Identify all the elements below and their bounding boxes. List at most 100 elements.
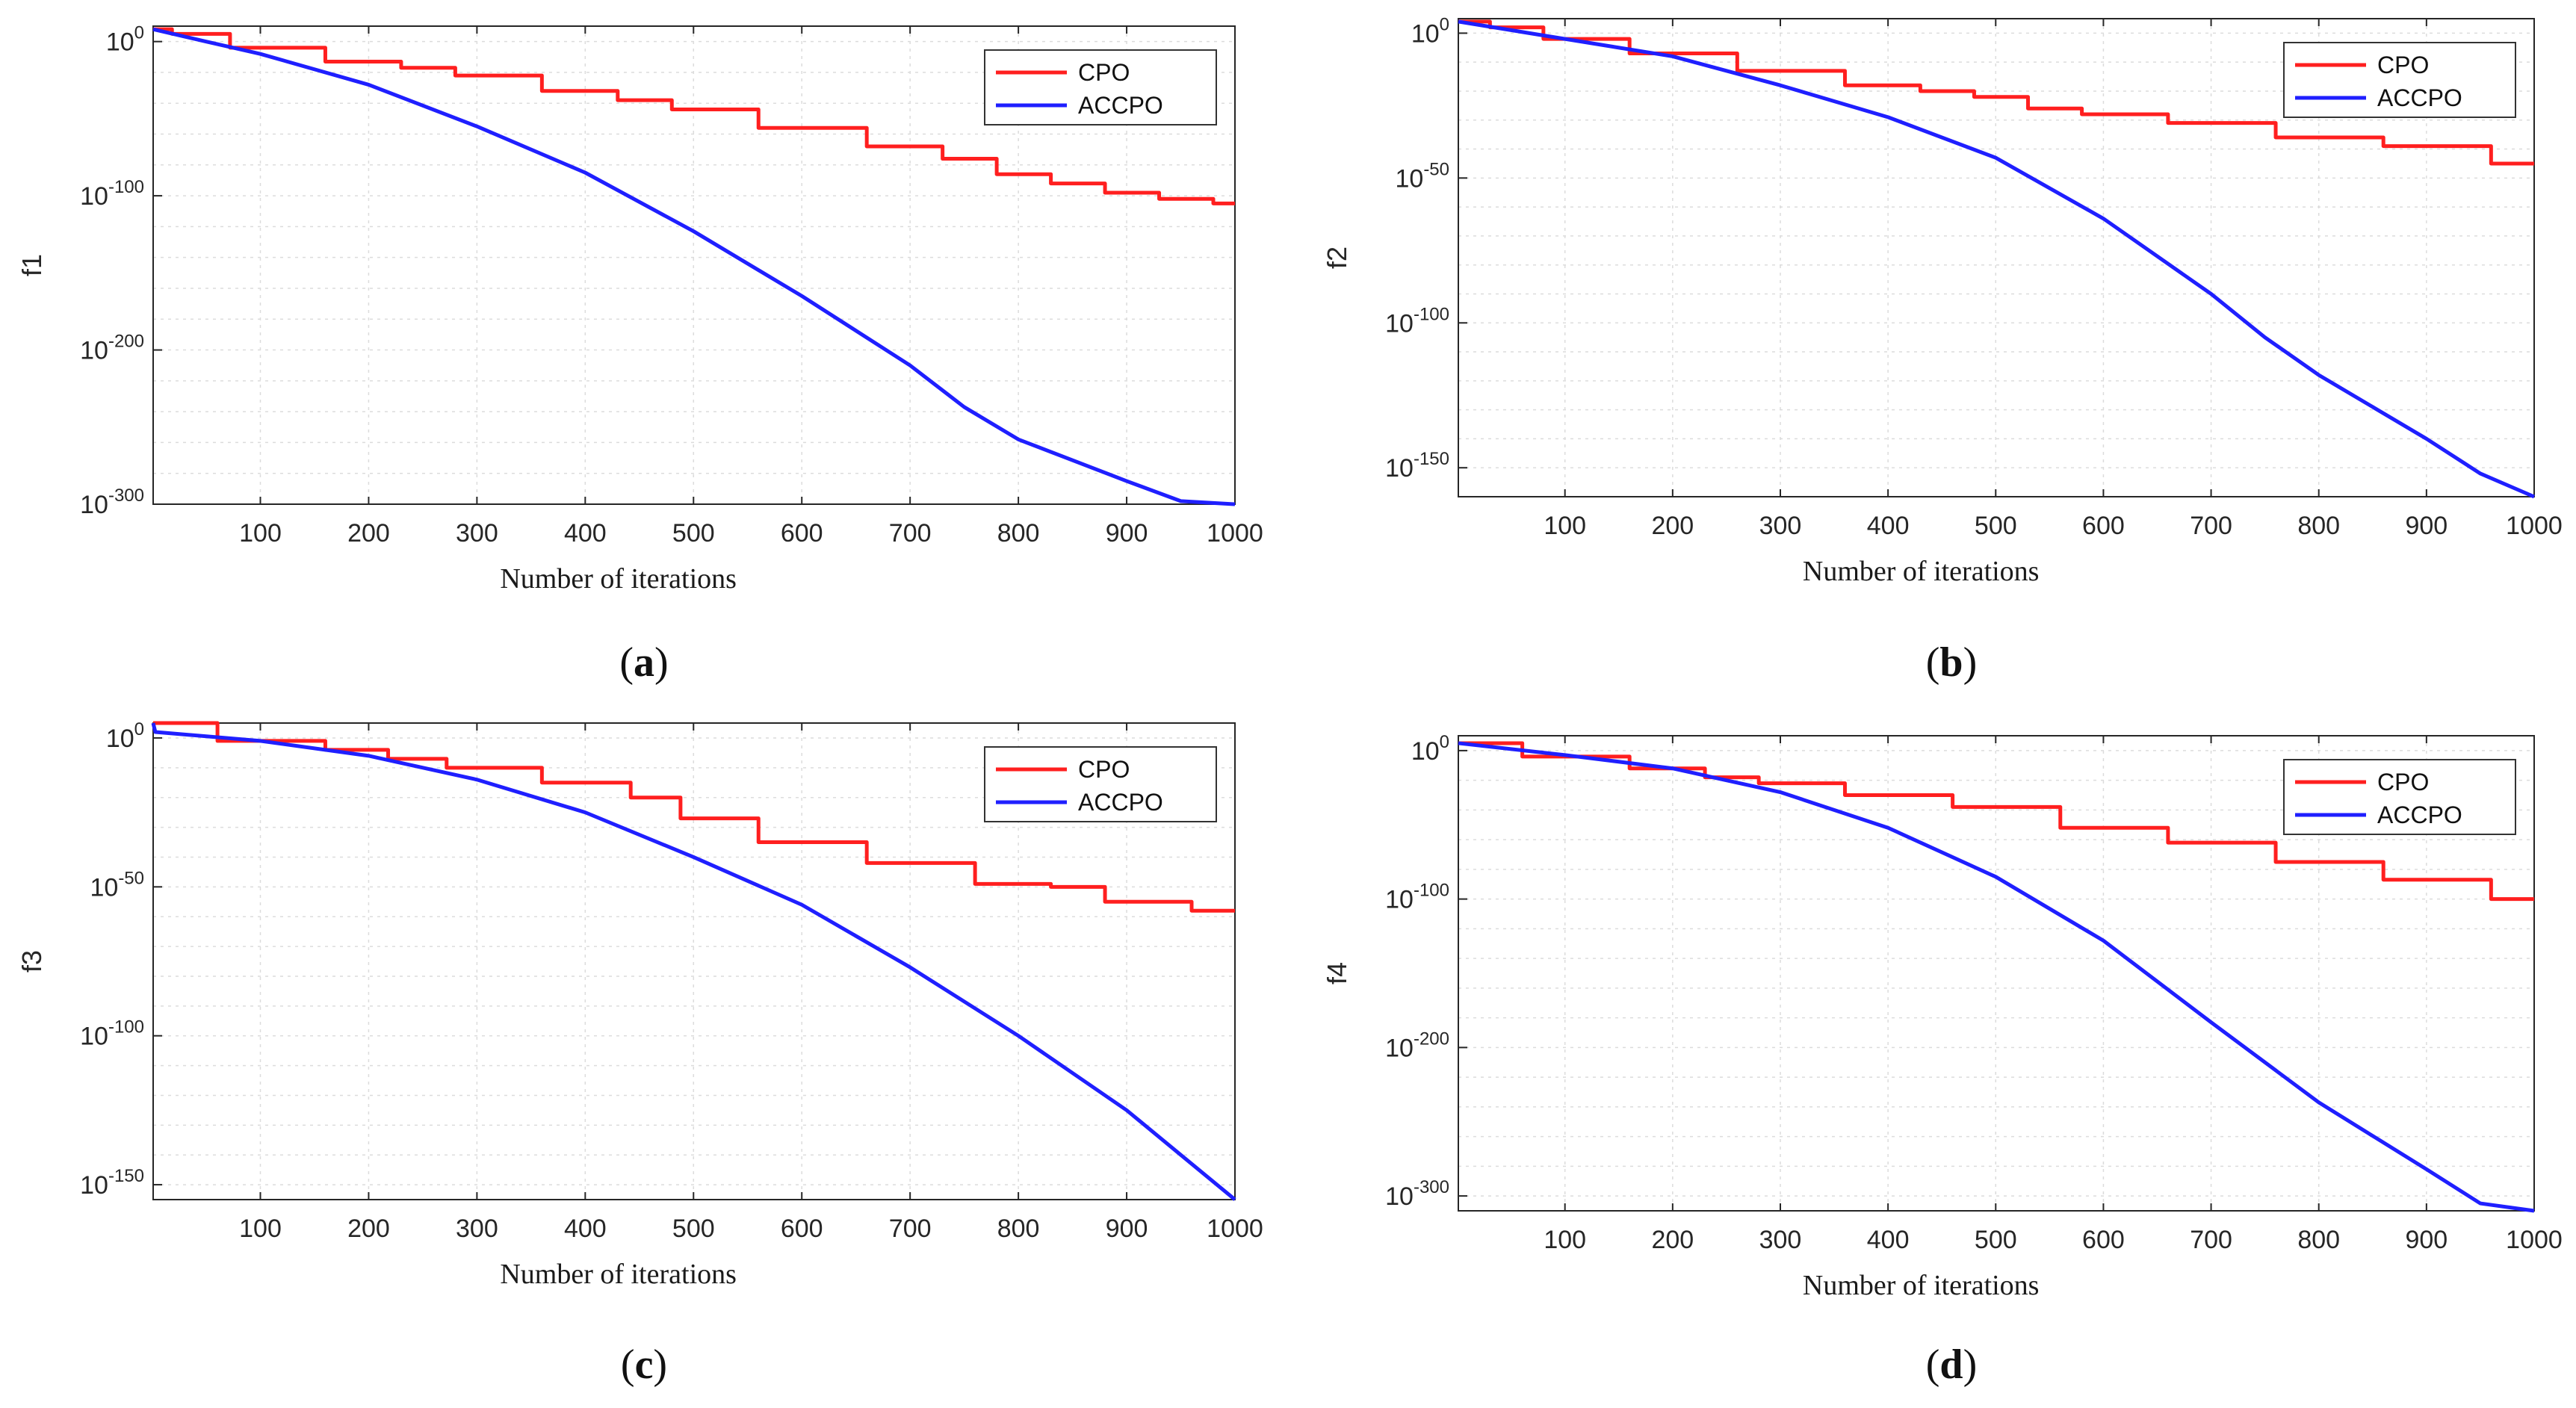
- grid: [1458, 736, 2535, 1211]
- x-tick-label: 600: [2082, 1226, 2125, 1254]
- x-tick-label: 900: [1106, 1215, 1148, 1243]
- x-tick-label: 400: [564, 1215, 607, 1243]
- legend-box: [2283, 759, 2516, 835]
- x-tick-label: 500: [672, 519, 715, 548]
- y-tick-label: 100: [1411, 732, 1449, 766]
- legend-label-cpo: CPO: [1078, 59, 1130, 86]
- legend: CPO ACCPO: [2283, 42, 2516, 118]
- x-axis-label: Number of iterations: [1803, 556, 2040, 587]
- x-tick-label: 900: [1106, 519, 1148, 548]
- y-tick-label: 10-200: [80, 332, 144, 365]
- x-axis-label: Number of iterations: [500, 1259, 737, 1290]
- legend: CPO ACCPO: [984, 746, 1217, 822]
- x-tick-label: 100: [1544, 512, 1586, 540]
- x-tick-label: 100: [239, 1215, 282, 1243]
- legend-label-accpo: ACCPO: [2377, 84, 2462, 111]
- series-line-accpo: [151, 722, 1236, 1201]
- chart-panel-a: 100 200 300 400 500 600 700 800 900 1000 100 10-100…: [16, 23, 1263, 686]
- y-axis-label: f4: [1322, 962, 1352, 984]
- legend-box: [984, 49, 1217, 125]
- x-tick-label: 900: [2405, 512, 2447, 540]
- x-tick-label: 400: [1867, 512, 1910, 540]
- grid: [153, 26, 1236, 505]
- series-line-accpo: [1458, 19, 2535, 499]
- panel-caption: (c): [621, 1342, 667, 1388]
- x-tick-label: 500: [1975, 1226, 2017, 1254]
- x-tick-label: 300: [456, 1215, 498, 1243]
- legend-label-accpo: ACCPO: [2377, 801, 2462, 828]
- x-tick-label: 100: [1544, 1226, 1586, 1254]
- y-axis-label: f3: [16, 950, 47, 973]
- y-axis-label: f1: [16, 254, 47, 276]
- legend-box: [2283, 42, 2516, 118]
- legend-label-cpo: CPO: [2377, 769, 2429, 796]
- y-tick-label: 10-100: [80, 1017, 144, 1051]
- series-line-accpo: [1458, 741, 2535, 1213]
- legend: CPO ACCPO: [2283, 759, 2516, 835]
- y-tick-label: 10-200: [1385, 1029, 1449, 1062]
- panel-caption: (a): [619, 639, 668, 686]
- y-tick-label: 10-100: [80, 177, 144, 211]
- x-tick-label: 900: [2405, 1226, 2447, 1254]
- chart-panel-d: 100 200 300 400 500 600 700 800 900 1000 100 10-100…: [1322, 732, 2563, 1388]
- grid: [153, 723, 1236, 1200]
- legend: CPO ACCPO: [984, 49, 1217, 125]
- series-line-cpo: [153, 27, 1235, 205]
- x-tick-label: 800: [2297, 1226, 2340, 1254]
- panel-caption: (d): [1926, 1342, 1977, 1388]
- x-tick-label: 1000: [1207, 519, 1263, 548]
- x-tick-label: 200: [347, 519, 390, 548]
- y-tick-label: 100: [106, 719, 144, 753]
- y-tick-label: 10-300: [80, 486, 144, 519]
- legend-label-accpo: ACCPO: [1078, 789, 1163, 816]
- legend-label-accpo: ACCPO: [1078, 92, 1163, 119]
- x-tick-label: 700: [889, 1215, 932, 1243]
- x-tick-label: 400: [564, 519, 607, 548]
- y-tick-label: 100: [1411, 14, 1449, 48]
- x-tick-label: 600: [2082, 512, 2125, 540]
- chart-panel-c: 100 200 300 400 500 600 700 800 900 1000 100 10-50 1…: [16, 719, 1263, 1388]
- y-tick-label: 10-50: [1395, 159, 1449, 193]
- y-tick-label: 10-100: [1385, 881, 1449, 914]
- x-tick-label: 200: [1651, 1226, 1694, 1254]
- legend-box: [984, 746, 1217, 822]
- x-tick-label: 200: [347, 1215, 390, 1243]
- series-line-cpo: [1458, 19, 2534, 166]
- x-tick-label: 500: [1975, 512, 2017, 540]
- y-tick-label: 100: [106, 23, 144, 57]
- y-tick-label: 10-50: [90, 868, 144, 902]
- chart-panel-b: 100 200 300 400 500 600 700 800 900 1000 100 10-50 1…: [1322, 14, 2563, 686]
- y-axis-label: f2: [1322, 246, 1352, 269]
- x-tick-label: 700: [2190, 1226, 2232, 1254]
- x-axis-label: Number of iterations: [1803, 1270, 2040, 1301]
- x-tick-label: 400: [1867, 1226, 1910, 1254]
- x-tick-label: 200: [1651, 512, 1694, 540]
- x-tick-label: 600: [781, 519, 823, 548]
- grid: [1458, 19, 2535, 497]
- x-tick-label: 800: [997, 1215, 1040, 1243]
- x-tick-label: 800: [2297, 512, 2340, 540]
- series-line-cpo: [1458, 741, 2534, 902]
- x-tick-label: 1000: [1207, 1215, 1263, 1243]
- x-tick-label: 1000: [2506, 1226, 2563, 1254]
- x-tick-label: 600: [781, 1215, 823, 1243]
- x-tick-label: 300: [456, 519, 498, 548]
- legend-label-cpo: CPO: [2377, 52, 2429, 78]
- y-tick-label: 10-300: [1385, 1177, 1449, 1211]
- x-tick-label: 800: [997, 519, 1040, 548]
- panel-caption: (b): [1926, 639, 1977, 686]
- x-tick-label: 700: [2190, 512, 2232, 540]
- y-tick-label: 10-150: [1385, 449, 1449, 483]
- y-tick-label: 10-150: [80, 1166, 144, 1200]
- x-tick-label: 1000: [2506, 512, 2563, 540]
- x-tick-label: 300: [1759, 512, 1802, 540]
- legend-label-cpo: CPO: [1078, 756, 1130, 783]
- x-tick-label: 100: [239, 519, 282, 548]
- x-tick-label: 700: [889, 519, 932, 548]
- series-line-accpo: [152, 27, 1236, 506]
- x-axis-label: Number of iterations: [500, 563, 737, 595]
- y-tick-label: 10-100: [1385, 304, 1449, 338]
- x-tick-label: 500: [672, 1215, 715, 1243]
- series-line-cpo: [153, 721, 1235, 913]
